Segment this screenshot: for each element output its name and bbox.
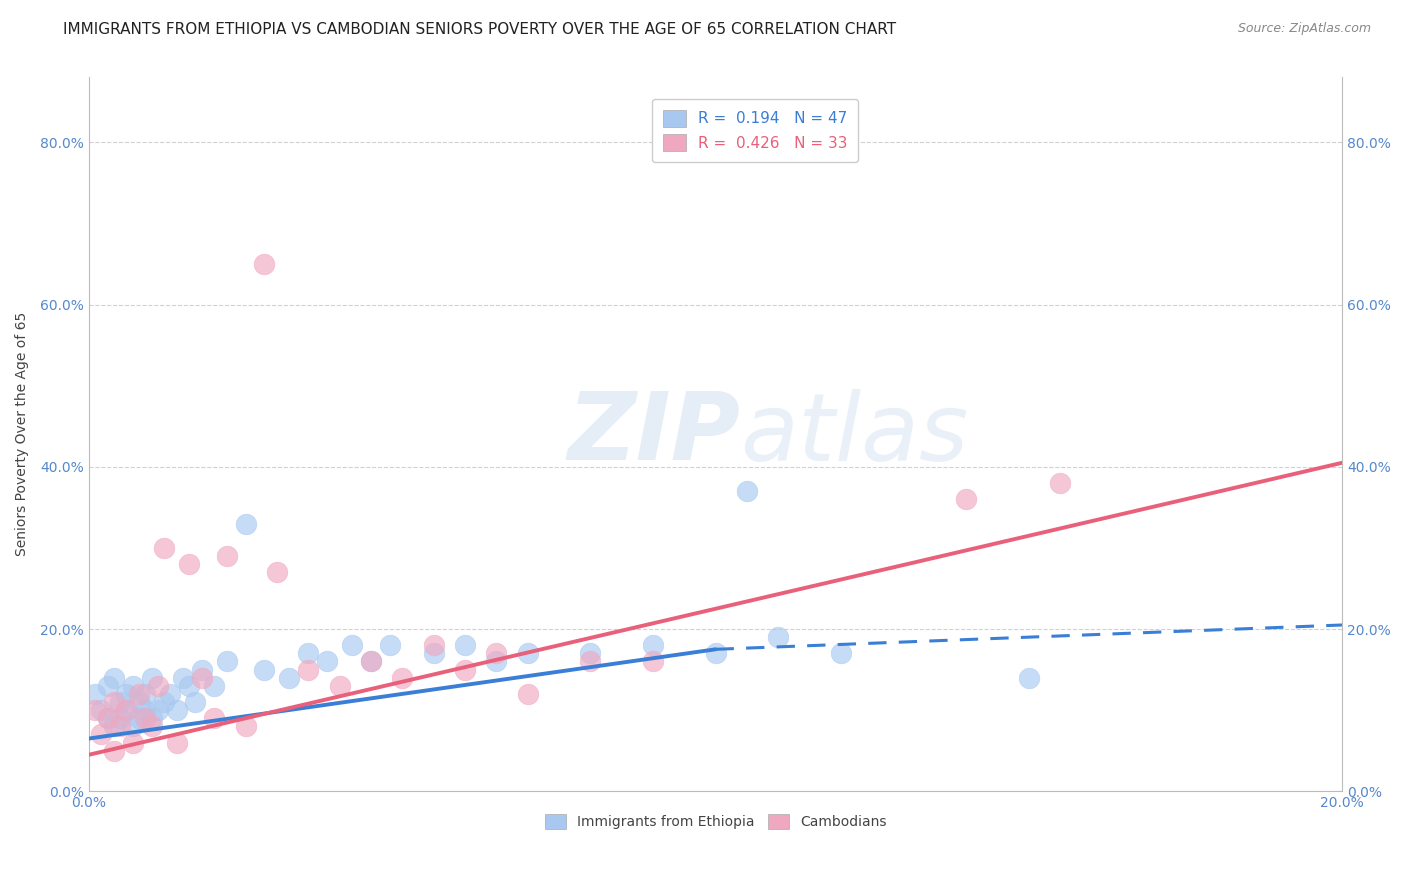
Point [235,516,257,531]
Point [97,711,120,725]
Point [485,655,508,669]
Point [422,646,444,660]
Point [108,719,131,733]
Point [141,671,163,685]
Point [297,663,319,677]
Point [830,646,852,660]
Point [641,655,664,669]
Point [485,646,508,660]
Point [166,736,188,750]
Point [159,687,181,701]
Point [641,638,664,652]
Point [297,646,319,660]
Point [190,663,212,677]
Point [202,679,225,693]
Point [340,638,363,652]
Point [516,687,538,701]
Text: atlas: atlas [741,389,969,480]
Point [115,703,138,717]
Text: ZIP: ZIP [568,388,741,481]
Point [735,484,758,499]
Point [121,719,143,733]
Point [128,695,150,709]
Point [1018,671,1040,685]
Point [108,695,131,709]
Point [579,655,602,669]
Point [360,655,382,669]
Point [955,492,977,507]
Point [121,679,143,693]
Point [235,719,257,733]
Point [179,679,201,693]
Point [391,671,413,685]
Point [153,695,176,709]
Point [253,663,276,677]
Point [454,638,477,652]
Point [215,655,238,669]
Point [90,703,112,717]
Point [360,655,382,669]
Point [84,687,107,701]
Point [166,703,188,717]
Point [266,566,288,580]
Point [134,711,156,725]
Point [141,711,163,725]
Point [128,711,150,725]
Point [278,671,301,685]
Point [328,679,350,693]
Point [378,638,401,652]
Point [422,638,444,652]
Point [704,646,727,660]
Point [90,727,112,741]
Point [579,646,602,660]
Point [103,719,125,733]
Point [128,687,150,701]
Point [121,736,143,750]
Point [97,711,120,725]
Point [215,549,238,563]
Point [768,630,790,644]
Point [103,695,125,709]
Point [202,711,225,725]
Point [172,671,194,685]
Point [141,719,163,733]
Point [134,687,156,701]
Point [84,703,107,717]
Point [153,541,176,555]
Point [103,744,125,758]
Point [516,646,538,660]
Legend: Immigrants from Ethiopia, Cambodians: Immigrants from Ethiopia, Cambodians [538,808,891,834]
Y-axis label: Seniors Poverty Over the Age of 65: Seniors Poverty Over the Age of 65 [15,312,30,557]
Point [454,663,477,677]
Point [115,703,138,717]
Point [184,695,207,709]
Point [190,671,212,685]
Point [146,703,169,717]
Point [253,257,276,271]
Point [1049,476,1071,491]
Text: Source: ZipAtlas.com: Source: ZipAtlas.com [1237,22,1371,36]
Point [108,711,131,725]
Point [316,655,339,669]
Point [103,671,125,685]
Point [115,687,138,701]
Point [97,679,120,693]
Text: IMMIGRANTS FROM ETHIOPIA VS CAMBODIAN SENIORS POVERTY OVER THE AGE OF 65 CORRELA: IMMIGRANTS FROM ETHIOPIA VS CAMBODIAN SE… [63,22,897,37]
Point [146,679,169,693]
Point [179,557,201,571]
Point [134,703,156,717]
